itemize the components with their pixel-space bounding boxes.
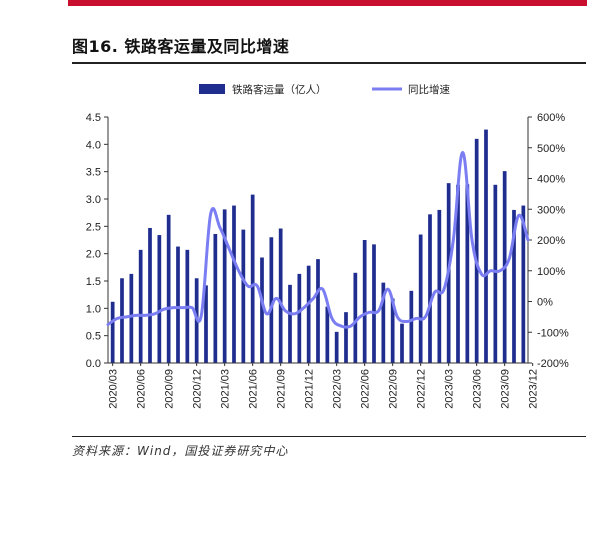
- right-tick-label: -100%: [537, 327, 569, 339]
- growth-line: [106, 150, 530, 329]
- x-tick-label: 2020/09: [164, 369, 176, 409]
- bar: [381, 282, 386, 363]
- right-tick-label: -200%: [537, 358, 569, 370]
- bar: [428, 214, 432, 363]
- legend-bar-label: 铁路客运量（亿人）: [232, 83, 327, 96]
- bar: [390, 298, 395, 363]
- x-tick-label: 2021/12: [304, 369, 316, 409]
- left-tick-label: 1.5: [86, 276, 101, 288]
- bar: [241, 229, 246, 363]
- right-tick-label: 0%: [537, 297, 553, 309]
- right-tick-label: 600%: [537, 112, 565, 124]
- bar: [120, 278, 124, 363]
- left-tick-label: 3.5: [86, 167, 101, 179]
- bar: [232, 205, 236, 363]
- x-tick-label: 2023/06: [472, 369, 484, 409]
- x-tick-label: 2021/03: [220, 369, 232, 409]
- x-tick-label: 2022/09: [388, 369, 400, 409]
- bar: [260, 257, 264, 363]
- bar: [325, 306, 330, 363]
- left-tick-label: 4.5: [86, 112, 101, 124]
- x-tick-label: 2020/03: [108, 369, 120, 409]
- bar: [353, 272, 358, 363]
- left-tick-label: 0.5: [86, 331, 101, 343]
- title-rule: [72, 62, 586, 64]
- bar: [437, 209, 442, 363]
- bar: [269, 237, 274, 363]
- bar: [334, 331, 339, 363]
- bar: [316, 259, 320, 363]
- legend-line-label: 同比增速: [408, 83, 450, 96]
- right-tick-label: 400%: [537, 174, 565, 186]
- left-tick-label: 2.0: [86, 249, 101, 261]
- right-tick-label: 100%: [537, 266, 565, 278]
- left-tick-label: 2.5: [86, 221, 101, 233]
- right-tick-label: 500%: [537, 143, 565, 155]
- bar: [157, 235, 162, 363]
- bar: [204, 285, 208, 363]
- bar: [110, 301, 115, 363]
- bar: [400, 323, 404, 363]
- bar: [418, 234, 423, 363]
- left-tick-label: 1.0: [86, 303, 101, 315]
- x-tick-label: 2020/06: [136, 369, 148, 409]
- x-tick-label: 2023/03: [444, 369, 456, 409]
- x-tick-label: 2021/09: [276, 369, 288, 409]
- x-tick-label: 2021/06: [248, 369, 260, 409]
- x-tick-label: 2020/12: [192, 369, 204, 409]
- bar: [148, 227, 152, 363]
- bar: [297, 273, 302, 363]
- bar: [129, 273, 134, 363]
- bar: [493, 184, 498, 363]
- bar: [306, 265, 311, 363]
- x-tick-label: 2023/12: [528, 369, 540, 409]
- bar: [512, 209, 516, 363]
- bar: [222, 209, 227, 363]
- bar: [213, 233, 218, 363]
- left-tick-label: 0.0: [86, 358, 101, 370]
- bar: [474, 138, 479, 363]
- right-tick-label: 300%: [537, 204, 565, 216]
- bar: [362, 240, 367, 363]
- bar: [372, 244, 376, 363]
- x-tick-label: 2022/12: [416, 369, 428, 409]
- bar: [465, 184, 470, 363]
- left-tick-label: 3.0: [86, 194, 101, 206]
- bar: [484, 129, 488, 363]
- source-note: 资料来源：Wind，国投证券研究中心: [72, 444, 289, 458]
- legend-bar-swatch: [199, 84, 225, 94]
- bar: [288, 284, 292, 363]
- bar: [344, 312, 348, 363]
- left-tick-label: 4.0: [86, 139, 101, 151]
- top-accent-bar: [68, 0, 587, 6]
- bar: [456, 184, 460, 363]
- right-tick-label: 200%: [537, 235, 565, 247]
- x-tick-label: 2022/03: [332, 369, 344, 409]
- bar: [176, 246, 180, 363]
- x-tick-label: 2023/09: [500, 369, 512, 409]
- figure-title: 图16. 铁路客运量及同比增速: [72, 37, 290, 56]
- bar: [521, 205, 526, 363]
- bar: [409, 290, 414, 363]
- source-rule: [72, 436, 586, 437]
- bar: [138, 249, 143, 363]
- bar: [278, 228, 283, 363]
- x-tick-label: 2022/06: [360, 369, 372, 409]
- bar: [250, 194, 255, 363]
- bar: [166, 214, 171, 363]
